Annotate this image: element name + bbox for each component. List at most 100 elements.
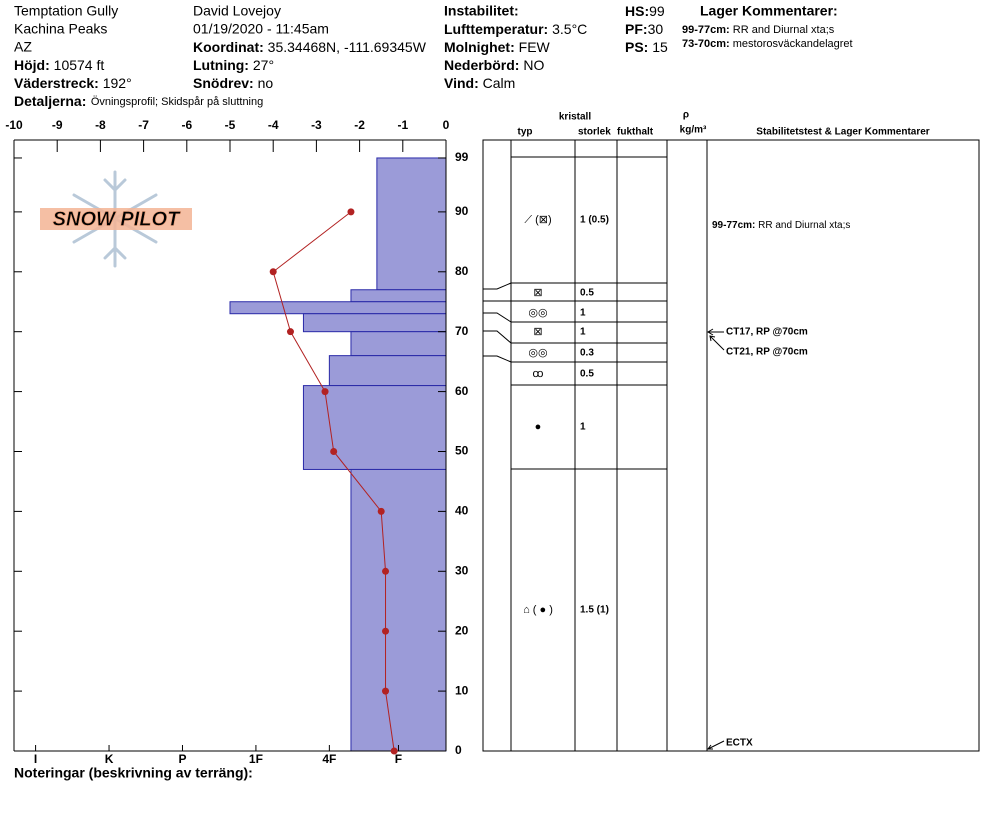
crystal-size: 1.5 (1): [580, 605, 609, 616]
header-moisture: fukthalt: [617, 127, 654, 138]
temperature-point: [286, 328, 294, 336]
crystal-size: 1: [580, 327, 586, 338]
layer-connector: [483, 355, 512, 363]
temperature-point: [390, 747, 398, 755]
hardness-label: P: [178, 752, 186, 766]
y-tick-label: 70: [455, 324, 469, 338]
layer-connector: [483, 312, 512, 323]
range: Kachina Peaks: [14, 21, 107, 37]
x-tick-label: -3: [311, 118, 322, 132]
state: AZ: [14, 39, 32, 55]
stability-test: CT17, RP @70cm: [726, 327, 808, 338]
crystal-type: ●: [535, 421, 542, 433]
y-tick-label: 0: [455, 743, 462, 757]
hardness-bar: [302, 313, 447, 333]
x-tick-label: -6: [181, 118, 192, 132]
y-tick-label: 60: [455, 384, 469, 398]
crystal-type: ⌂ ( ● ): [523, 604, 553, 616]
layer-connector: [483, 330, 512, 344]
crystal-size: 0.5: [580, 369, 594, 380]
hardness-bar: [328, 355, 447, 387]
temperature-point: [377, 507, 385, 515]
crystal-type: ꝏ: [532, 368, 543, 380]
location: Temptation Gully: [14, 3, 118, 19]
layer-comment: 99-77cm: RR and Diurnal xta;s: [682, 24, 835, 36]
crystal-type: ⟋ (⊠): [524, 214, 551, 226]
temperature-point: [347, 208, 355, 216]
x-tick-label: -10: [5, 118, 23, 132]
x-tick-label: -4: [268, 118, 279, 132]
hardness-label: 4F: [322, 752, 336, 766]
temperature-point: [382, 687, 390, 695]
temperature-point: [382, 567, 390, 575]
layer-comment: 73-70cm: mestorosväckandelagret: [682, 38, 853, 50]
temperature-point: [269, 268, 277, 276]
hardness-bar: [350, 331, 447, 357]
hardness-bar: [350, 468, 447, 752]
crystal-size: 1: [580, 422, 586, 433]
slope: Lutning: 27°: [193, 57, 274, 73]
crystal-type: ⊠: [533, 287, 542, 299]
pf: PF:30: [625, 21, 663, 37]
hs: HS:99: [625, 3, 665, 19]
crystal-type: ◎◎: [528, 347, 547, 359]
header-crystal: kristall: [559, 112, 591, 123]
aspect: Väderstreck: 192°: [14, 75, 132, 91]
details: Detaljerna: Övningsprofil; Skidspår på s…: [14, 93, 263, 111]
stability-test: CT21, RP @70cm: [726, 347, 808, 358]
y-tick-label: 80: [455, 264, 469, 278]
stability-test: ECTX: [726, 738, 753, 749]
crystal-type: ⊠: [533, 326, 542, 338]
temperature-line: [272, 211, 395, 752]
x-tick-label: -5: [225, 118, 236, 132]
stability-comment: 99-77cm: RR and Diurnal xta;s: [712, 220, 850, 231]
instability: Instabilitet:: [444, 3, 519, 19]
crystal-type: ◎◎: [528, 307, 547, 319]
header-size: storlek: [578, 127, 611, 138]
y-tick-label: 90: [455, 204, 469, 218]
y-tick-label: 30: [455, 563, 469, 577]
y-tick-label: 40: [455, 504, 469, 518]
wind-loading: Snödrev: no: [193, 75, 273, 91]
x-tick-label: -2: [354, 118, 365, 132]
observer: David Lovejoy: [193, 3, 281, 19]
datetime: 01/19/2020 - 11:45am: [193, 21, 329, 37]
hardness-bar: [302, 385, 447, 470]
header-rho: ρ: [683, 110, 689, 121]
temperature-point: [321, 388, 329, 396]
sky: Molnighet: FEW: [444, 39, 551, 55]
crystal-size: 1 (0.5): [580, 215, 609, 226]
header-density: kg/m³: [680, 125, 707, 136]
x-tick-label: 0: [443, 118, 450, 132]
air-temp: Lufttemperatur: 3.5°C: [444, 21, 587, 37]
ps: PS: 15: [625, 39, 668, 55]
crystal-size: 1: [580, 308, 586, 319]
header-stability: Stabilitetstest & Lager Kommentarer: [756, 127, 929, 138]
hardness-bar: [229, 301, 447, 315]
table: [482, 139, 980, 752]
x-tick-label: -9: [52, 118, 63, 132]
layer-comments-title: Lager Kommentarer:: [700, 3, 838, 19]
wind: Vind: Calm: [444, 75, 515, 91]
y-tick-label: 20: [455, 623, 469, 637]
hardness-bar: [350, 289, 447, 303]
elevation: Höjd: 10574 ft: [14, 57, 104, 73]
y-tick-label: 10: [455, 683, 469, 697]
x-tick-label: -7: [138, 118, 149, 132]
precip: Nederbörd: NO: [444, 57, 544, 73]
x-tick-label: -8: [95, 118, 106, 132]
logo-band: [40, 208, 192, 230]
test-arrows: [707, 328, 725, 750]
header-type: typ: [518, 127, 533, 138]
hardness-bar: [376, 157, 447, 291]
temperature-point: [382, 627, 390, 635]
x-tick-label: -1: [397, 118, 408, 132]
notes-label: Noteringar (beskrivning av terräng):: [14, 765, 253, 781]
temperature-point: [330, 447, 338, 455]
y-tick-label: 99: [455, 150, 469, 164]
hardness-label: F: [395, 752, 402, 766]
logo-text: SNOW PILOT: [53, 208, 181, 230]
layer-connector: [483, 282, 512, 290]
y-tick-label: 50: [455, 444, 469, 458]
